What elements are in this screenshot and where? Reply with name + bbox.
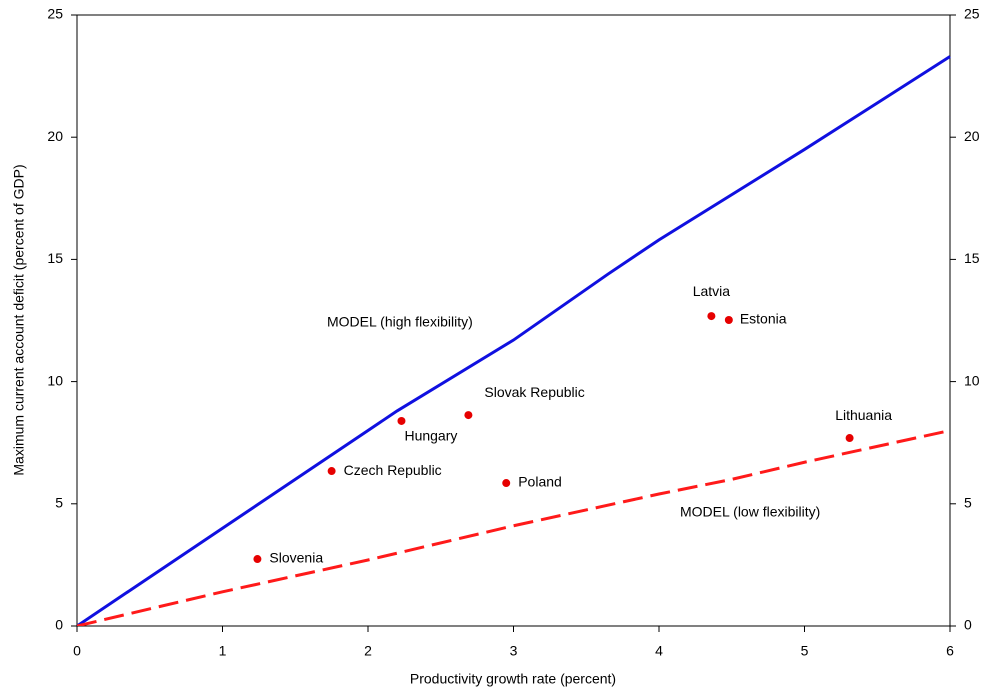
y2-tick-label: 0 xyxy=(964,617,972,633)
plot-frame xyxy=(76,14,951,627)
x-tick-label: 1 xyxy=(219,643,227,659)
y-axis-title: Maximum current account deficit (percent… xyxy=(11,164,27,475)
x-axis-title: Productivity growth rate (percent) xyxy=(410,671,616,687)
y2-tick-label: 25 xyxy=(964,6,980,22)
x-tick-label: 3 xyxy=(510,643,518,659)
y-tick-label: 15 xyxy=(47,250,63,266)
point-label: Lithuania xyxy=(835,407,892,423)
x-tick-label: 2 xyxy=(364,643,372,659)
y-tick-label: 5 xyxy=(55,495,63,511)
data-point xyxy=(502,479,511,488)
data-point xyxy=(845,434,854,443)
data-point xyxy=(327,467,336,476)
model-line xyxy=(77,429,951,626)
x-tick-label: 5 xyxy=(801,643,809,659)
y2-tick-label: 15 xyxy=(964,250,980,266)
model-line xyxy=(77,55,951,626)
y-tick-label: 0 xyxy=(55,617,63,633)
point-label: Latvia xyxy=(693,283,731,299)
data-point xyxy=(464,411,473,420)
line-label: MODEL (low flexibility) xyxy=(680,504,820,520)
point-label: Estonia xyxy=(740,311,787,327)
y2-tick-label: 5 xyxy=(964,495,972,511)
y2-tick-label: 20 xyxy=(964,128,980,144)
y2-tick-label: 10 xyxy=(964,372,980,388)
point-label: Slovak Republic xyxy=(484,384,584,400)
point-label: Slovenia xyxy=(269,550,323,566)
point-label: Poland xyxy=(518,474,562,490)
y-tick-label: 25 xyxy=(47,6,63,22)
line-label: MODEL (high flexibility) xyxy=(327,314,473,330)
data-point xyxy=(253,555,262,564)
y-tick-label: 20 xyxy=(47,128,63,144)
x-tick-label: 6 xyxy=(946,643,954,659)
point-label: Hungary xyxy=(404,428,457,444)
y-tick-label: 10 xyxy=(47,372,63,388)
point-label: Czech Republic xyxy=(344,462,442,478)
x-tick-label: 4 xyxy=(655,643,663,659)
data-point xyxy=(724,316,733,325)
data-point xyxy=(397,416,406,425)
x-tick-label: 0 xyxy=(73,643,81,659)
data-point xyxy=(707,312,716,321)
